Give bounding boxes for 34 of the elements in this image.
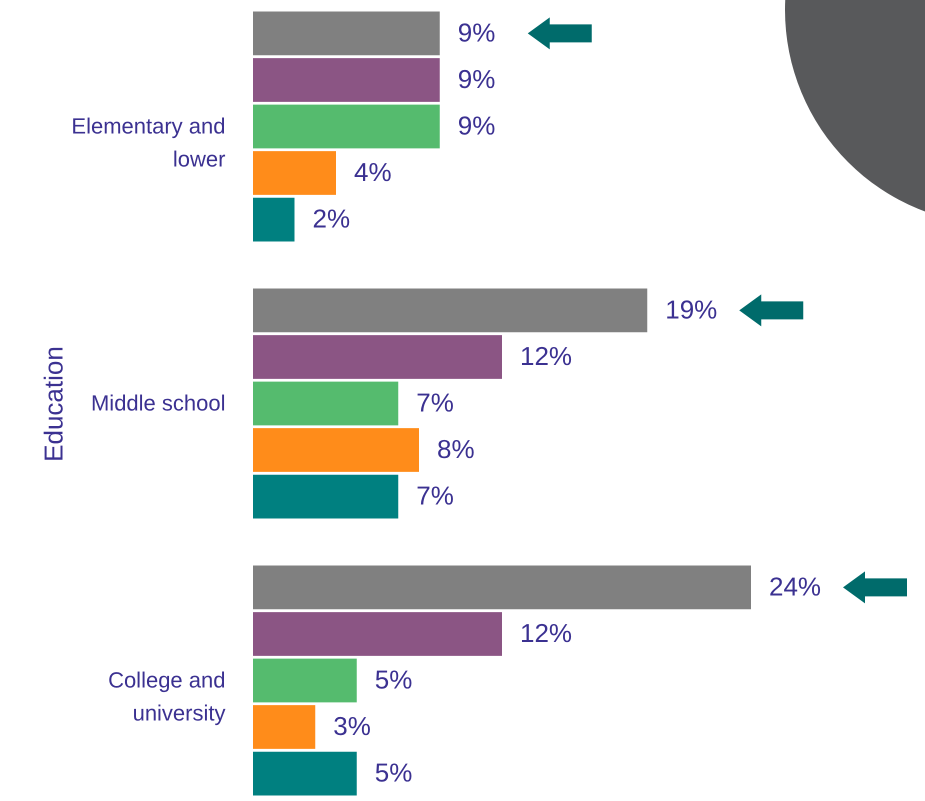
- data-label: 2%: [312, 204, 350, 234]
- bar: [253, 198, 294, 242]
- bar: [253, 474, 398, 518]
- data-label: 9%: [458, 110, 496, 140]
- data-label: 7%: [416, 480, 454, 511]
- data-label: 4%: [354, 157, 392, 188]
- data-label: 19%: [665, 294, 718, 324]
- bar: [253, 566, 751, 610]
- bar: [253, 752, 357, 796]
- data-label: 7%: [416, 388, 454, 418]
- bar: [253, 705, 316, 749]
- y-axis-title: Education: [38, 346, 68, 462]
- bar: [253, 12, 440, 56]
- bar: [253, 58, 440, 102]
- bar: [253, 612, 502, 656]
- data-label: 8%: [437, 434, 475, 464]
- bar: [253, 288, 648, 332]
- data-label: 9%: [458, 64, 496, 94]
- data-label: 12%: [520, 340, 572, 371]
- bar: [253, 428, 419, 472]
- y-tick-label: Elementary and lower: [71, 113, 226, 172]
- data-label: 5%: [374, 664, 412, 695]
- bar: [253, 104, 440, 148]
- bar: [253, 382, 398, 426]
- y-tick-label: College and university: [108, 668, 226, 726]
- bar: [253, 151, 336, 195]
- data-label: 5%: [374, 758, 412, 788]
- data-label: 9%: [458, 17, 496, 48]
- data-label: 3%: [333, 711, 371, 742]
- data-label: 24%: [769, 571, 822, 602]
- y-tick-label: Middle school: [90, 390, 226, 416]
- bar: [253, 335, 502, 379]
- bar: [253, 658, 357, 702]
- data-label: 12%: [520, 618, 572, 648]
